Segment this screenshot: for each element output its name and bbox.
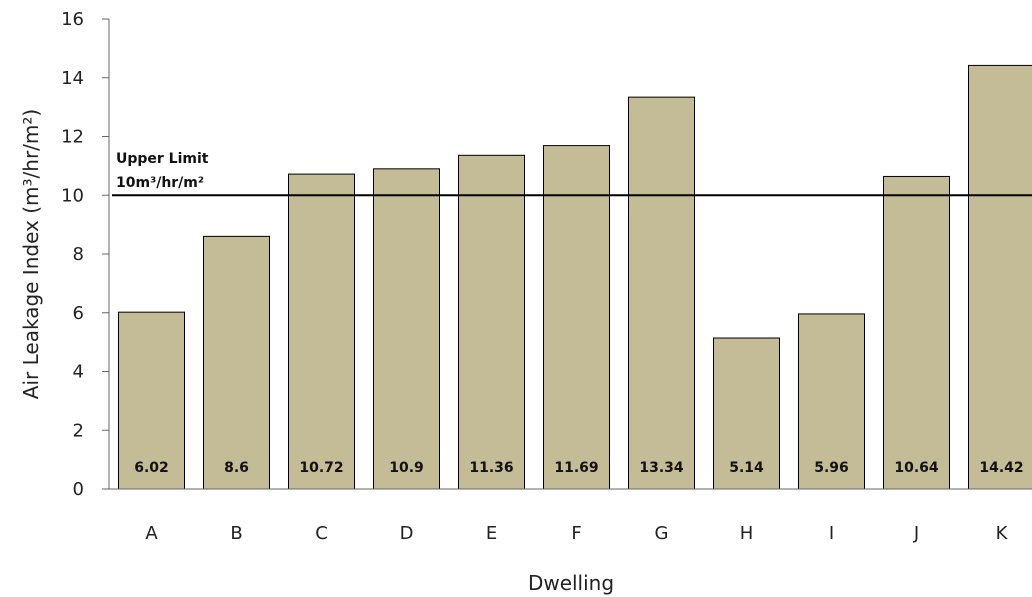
data-labels-layer: 6.02 8.6 10.72 10.9 11.36 11.69 13.34 5.14 5.96 1…	[134, 460, 1023, 476]
data-label-A: 6.02	[134, 460, 169, 476]
y-tick-label-4: 4	[73, 362, 84, 383]
y-tick-label-2: 2	[73, 420, 84, 441]
x-axis-title: Dwelling	[528, 571, 614, 595]
x-tick-label-K: K	[996, 523, 1009, 544]
x-tick-label-J: J	[913, 523, 919, 544]
data-label-B: 8.6	[224, 460, 249, 476]
x-tick-label-C: C	[315, 523, 328, 544]
y-tick-label-6: 6	[73, 303, 84, 324]
bar-C	[288, 173, 355, 490]
data-label-D: 10.9	[389, 460, 424, 476]
x-ticks: A B C D E F G H I J K	[145, 523, 1008, 544]
y-ticks: 0 2 4 6 8 10 12 14 16	[61, 9, 109, 500]
data-label-E: 11.36	[469, 460, 513, 476]
data-label-H: 5.14	[729, 460, 764, 476]
data-label-F: 11.69	[554, 460, 598, 476]
bar-I	[798, 313, 865, 490]
x-tick-label-H: H	[740, 523, 754, 544]
bar-J	[883, 175, 950, 490]
data-label-K: 14.42	[979, 460, 1023, 476]
upper-limit-label: Upper Limit	[116, 151, 209, 167]
data-label-C: 10.72	[299, 460, 343, 476]
y-tick-label-0: 0	[73, 479, 84, 500]
y-tick-label-16: 16	[61, 9, 84, 30]
y-tick-label-14: 14	[61, 68, 84, 89]
bar-H	[713, 337, 780, 490]
x-tick-label-A: A	[145, 523, 158, 544]
y-tick-label-8: 8	[73, 244, 84, 265]
x-tick-label-B: B	[230, 523, 242, 544]
bar-G	[628, 96, 695, 490]
data-label-J: 10.64	[894, 460, 939, 476]
x-tick-label-F: F	[571, 523, 581, 544]
y-tick-label-10: 10	[61, 185, 84, 206]
data-label-I: 5.96	[814, 460, 849, 476]
bars-layer	[118, 64, 1032, 490]
y-tick-label-12: 12	[61, 127, 84, 148]
data-label-G: 13.34	[639, 460, 684, 476]
x-tick-label-G: G	[655, 523, 669, 544]
bar-E	[458, 154, 525, 490]
bar-D	[373, 168, 440, 490]
bar-K	[968, 64, 1032, 490]
bar-F	[543, 145, 610, 490]
y-axis-title: Air Leakage Index (m³/hr/m²)	[19, 109, 43, 399]
upper-limit-value-label: 10m³/hr/m²	[116, 175, 204, 191]
bar-A	[118, 311, 185, 490]
bar-B	[203, 235, 270, 490]
x-tick-label-I: I	[829, 523, 834, 544]
x-tick-label-D: D	[400, 523, 414, 544]
x-tick-label-E: E	[486, 523, 497, 544]
